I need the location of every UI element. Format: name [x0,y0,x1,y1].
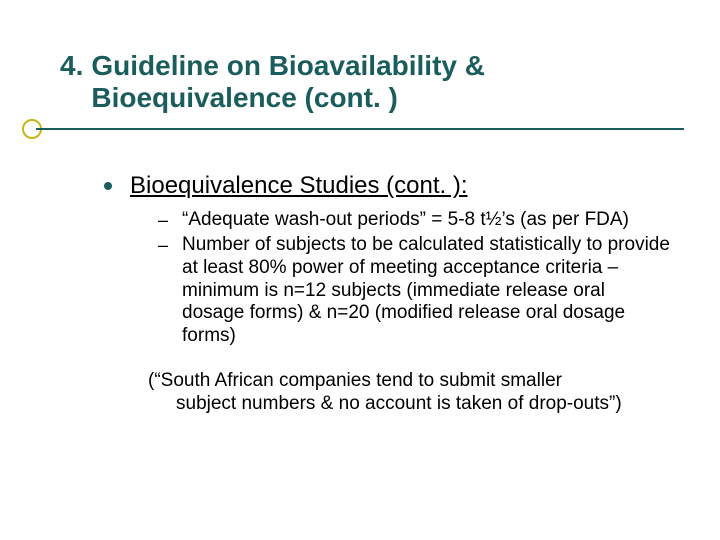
sub-bullet-text: Number of subjects to be calculated stat… [182,234,670,348]
list-item: – Number of subjects to be calculated st… [158,234,670,348]
dash-icon: – [158,210,168,231]
sub-bullet-text: “Adequate wash-out periods” = 5-8 t½’s (… [182,209,629,232]
bullet-icon [104,182,112,190]
title-line-2: Bioequivalence (cont. ) [91,82,485,114]
footnote: (“South African companies tend to submit… [104,370,670,416]
dash-icon: – [158,235,168,256]
list-item: – “Adequate wash-out periods” = 5-8 t½’s… [158,209,670,232]
title-underline [36,128,684,130]
section-heading-row: Bioequivalence Studies (cont. ): [104,172,670,201]
slide-title: 4. Guideline on Bioavailability & Bioequ… [60,50,670,114]
sub-bullet-list: – “Adequate wash-out periods” = 5-8 t½’s… [104,209,670,348]
title-line-1: Guideline on Bioavailability & [91,50,485,82]
content-area: Bioequivalence Studies (cont. ): – “Adeq… [60,172,670,415]
section-heading: Bioequivalence Studies (cont. ): [130,172,468,201]
title-number: 4. [60,50,83,82]
slide-container: 4. Guideline on Bioavailability & Bioequ… [0,0,720,540]
title-text-wrap: Guideline on Bioavailability & Bioequiva… [91,50,485,114]
footnote-line-2: subject numbers & no account is taken of… [148,393,670,416]
footnote-line-1: (“South African companies tend to submit… [148,370,670,393]
